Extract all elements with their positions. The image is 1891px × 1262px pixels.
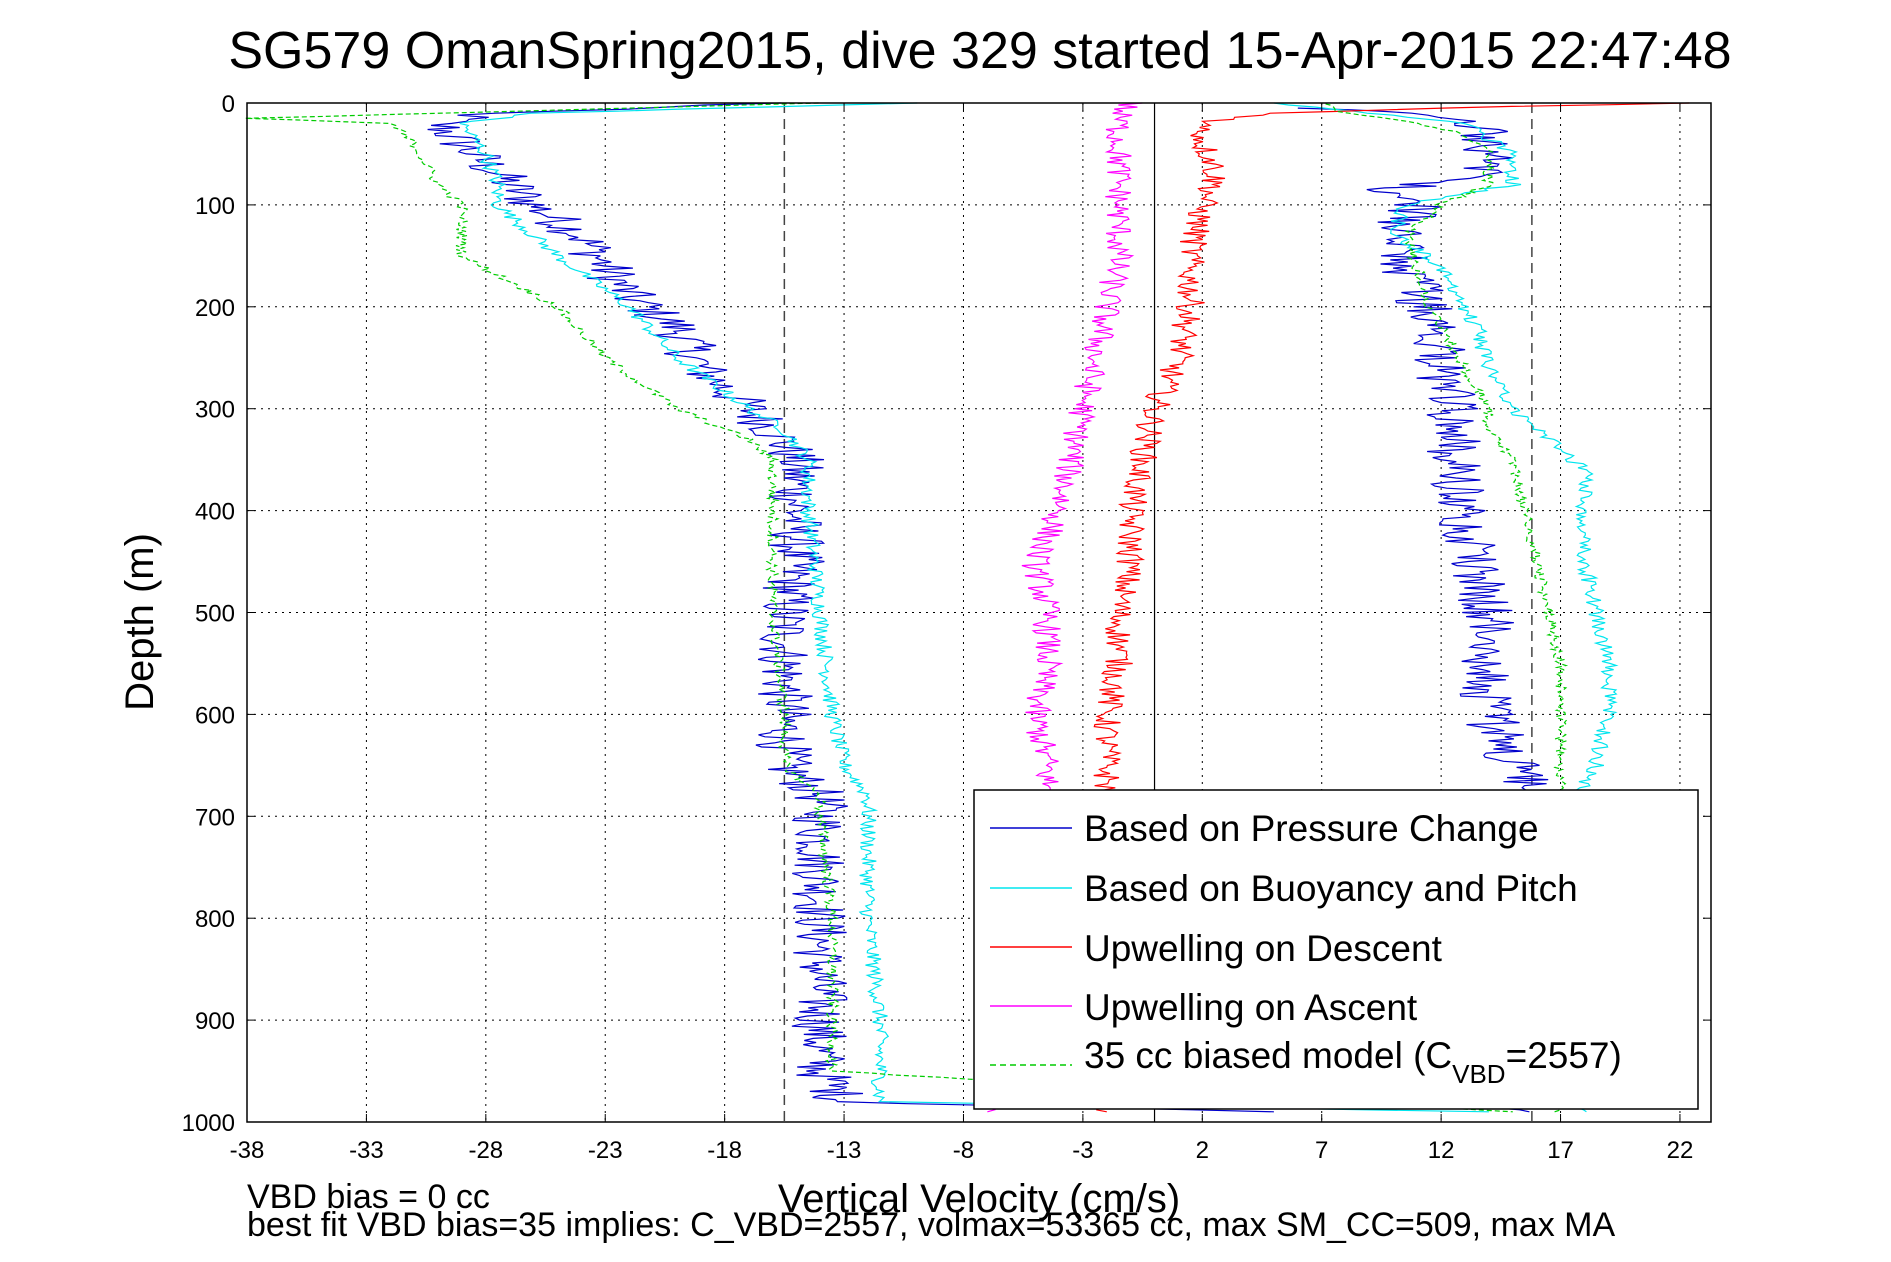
x-tick-label: -28 <box>468 1137 503 1164</box>
x-tick-label: -18 <box>707 1137 742 1164</box>
y-tick-label: 500 <box>195 601 235 628</box>
x-tick-label: -33 <box>349 1137 384 1164</box>
y-tick-label: 0 <box>222 91 235 118</box>
x-axis-label: Vertical Velocity (cm/s) <box>778 1177 1180 1221</box>
y-tick-label: 600 <box>195 702 235 729</box>
x-tick-label: -23 <box>588 1137 623 1164</box>
legend-model-main: 35 cc biased model (C <box>1084 1035 1452 1076</box>
y-tick-label: 800 <box>195 906 235 933</box>
y-tick-label: 400 <box>195 499 235 526</box>
y-tick-label: 900 <box>195 1008 235 1035</box>
legend-label-descent: Upwelling on Descent <box>1084 928 1443 969</box>
x-tick-label: 17 <box>1547 1137 1574 1164</box>
x-tick-labels: -38 -33 -28 -23 -18 -13 -8 -3 2 7 12 17 22 <box>230 103 1694 1164</box>
series-line-0-branch-0 <box>427 102 1274 1113</box>
x-tick-label: 12 <box>1428 1137 1455 1164</box>
footer-vbd-bias: VBD bias = 0 cc <box>247 1178 490 1216</box>
legend-label-ascent: Upwelling on Ascent <box>1084 987 1418 1028</box>
chart-title: SG579 OmanSpring2015, dive 329 started 1… <box>228 22 1731 80</box>
x-tick-label: -3 <box>1072 1137 1093 1164</box>
series-4 <box>245 102 1569 1113</box>
footer-best-fit: best fit VBD bias=35 implies: C_VBD=2557… <box>247 1206 1616 1244</box>
x-tick-label: -8 <box>953 1137 974 1164</box>
series-line-4-branch-1 <box>1321 102 1569 1113</box>
y-axis-label: Depth (m) <box>118 533 162 711</box>
legend-label-model: 35 cc biased model (CVBD=2557) <box>1084 1035 1622 1089</box>
x-tick-label: -13 <box>827 1137 862 1164</box>
y-tick-label: 1000 <box>182 1110 235 1137</box>
legend-label-buoyancy: Based on Buoyancy and Pitch <box>1084 868 1578 909</box>
x-tick-label: 7 <box>1315 1137 1328 1164</box>
legend: Based on Pressure Change Based on Buoyan… <box>973 789 1699 1110</box>
x-tick-label: 2 <box>1196 1137 1209 1164</box>
series-line-4-branch-0 <box>245 102 1513 1113</box>
y-tick-label: 700 <box>195 804 235 831</box>
y-tick-labels: 0 100 200 300 400 500 600 700 800 900 1000 <box>182 91 1711 1137</box>
y-tick-label: 300 <box>195 397 235 424</box>
x-tick-label: -38 <box>230 1137 265 1164</box>
legend-model-sub: VBD <box>1452 1059 1505 1089</box>
series-line-1-branch-0 <box>459 102 1489 1113</box>
legend-model-tail: =2557) <box>1506 1035 1622 1076</box>
x-tick-label: 22 <box>1667 1137 1694 1164</box>
y-tick-label: 100 <box>195 193 235 220</box>
legend-box <box>973 789 1699 1110</box>
legend-label-pressure: Based on Pressure Change <box>1084 808 1539 849</box>
y-tick-label: 200 <box>195 295 235 322</box>
